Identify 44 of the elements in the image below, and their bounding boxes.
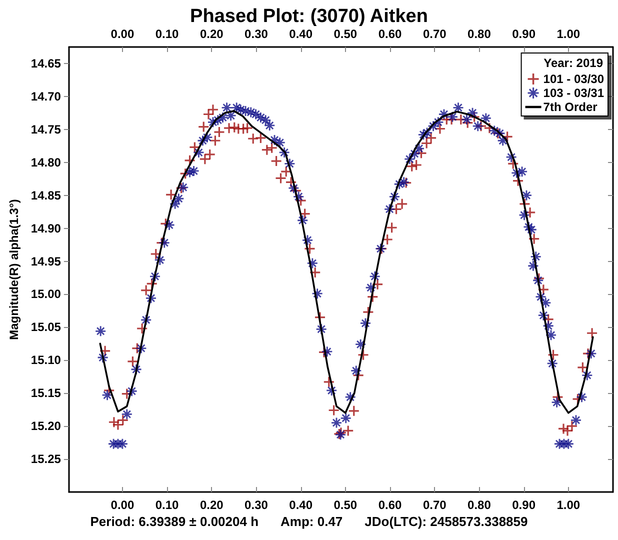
y-tick-label: 14.70 [30,89,62,104]
y-tick-label: 15.05 [30,320,62,334]
x-tick-label: 0.40 [289,498,313,512]
y-tick-label: 14.85 [30,188,62,202]
y-tick-label: 14.90 [30,221,62,236]
x-tick-label: 0.00 [110,498,134,512]
x2-tick-label: 0.90 [512,27,536,41]
legend-label: 103 - 03/31 [543,86,604,100]
x2-tick-label: 0.50 [334,27,358,41]
legend-label: 7th Order [543,100,598,114]
y-tick-label: 15.25 [30,452,62,466]
legend-title: Year: 2019 [544,56,604,70]
x2-tick-label: 0.60 [378,27,402,41]
x-tick-label: 0.80 [468,498,492,512]
x2-tick-label: 0.20 [200,27,224,41]
x-tick-label: 0.90 [512,498,536,512]
x2-tick-label: 0.10 [155,27,180,41]
y-tick-label: 14.65 [30,56,62,70]
y-axis-title: Magnitude(R) alpha(1.3°) [7,199,21,340]
x-tick-label: 0.60 [378,498,402,512]
x-tick-label: 0.10 [155,498,180,512]
x2-tick-label: 0.40 [289,27,313,41]
y-tick-label: 15.00 [30,287,62,302]
x2-tick-label: 1.00 [556,27,580,41]
text: JDo(LTC): 2458573.338859 [364,514,528,529]
y-tick-label: 15.15 [30,386,62,400]
x-tick-label: 0.70 [422,498,447,512]
y-tick-label: 14.80 [30,155,62,170]
x2-tick-label: 0.30 [244,27,268,41]
legend-label: 101 - 03/30 [543,72,604,86]
x-tick-label: 0.50 [334,498,358,512]
x-tick-label: 1.00 [556,498,580,512]
x2-tick-label: 0.80 [468,27,492,41]
text: Period: 6.39389 ± 0.00204 h [90,514,259,529]
text: Amp: 0.47 [280,514,343,529]
y-tick-label: 15.20 [30,419,62,434]
y-tick-label: 14.75 [30,122,62,136]
x-tick-label: 0.20 [200,498,224,512]
y-tick-label: 14.95 [30,254,62,268]
chart-title: Phased Plot: (3070) Aitken [190,6,428,27]
x2-tick-label: 0.70 [422,27,447,41]
x2-tick-label: 0.00 [110,27,134,41]
x-tick-label: 0.30 [244,498,268,512]
y-tick-label: 15.10 [30,353,62,368]
